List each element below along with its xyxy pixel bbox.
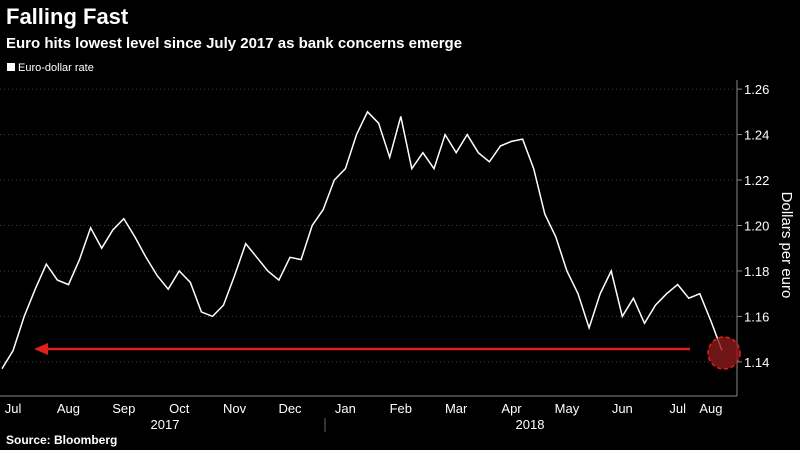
x-tick-label: Mar	[445, 401, 468, 416]
y-tick-label: 1.14	[744, 355, 769, 370]
arrow-head	[34, 343, 48, 355]
x-tick-label: Jul	[5, 401, 22, 416]
y-tick-label: 1.22	[744, 173, 769, 188]
chart-subtitle: Euro hits lowest level since July 2017 a…	[6, 35, 462, 52]
x-tick-label: Oct	[169, 401, 190, 416]
x-tick-label: Aug	[699, 401, 722, 416]
legend-swatch	[7, 63, 15, 71]
series-line	[1, 110, 723, 370]
y-tick-label: 1.20	[744, 218, 769, 233]
x-tick-label: Jan	[335, 401, 356, 416]
legend-label: Euro-dollar rate	[18, 62, 94, 74]
x-tick-label: Apr	[501, 401, 522, 416]
y-tick-label: 1.26	[744, 82, 769, 97]
x-tick-label: Jul	[669, 401, 686, 416]
plot	[0, 88, 737, 370]
x-tick-label: May	[555, 401, 580, 416]
y-tick-label: 1.24	[744, 128, 769, 143]
chart-title: Falling Fast	[6, 4, 129, 29]
x-tick-label: Aug	[57, 401, 80, 416]
x-tick-label: Sep	[112, 401, 135, 416]
x-tick-label: Jun	[612, 401, 633, 416]
y-tick-label: 1.16	[744, 309, 769, 324]
year-label: 2018	[516, 417, 545, 432]
year-label: 2017	[151, 417, 180, 432]
y-tick-label: 1.18	[744, 264, 769, 279]
y-axis-label: Dollars per euro	[778, 192, 795, 299]
x-tick-label: Nov	[223, 401, 247, 416]
source: Source: Bloomberg	[6, 433, 117, 447]
annotation-circle	[707, 336, 741, 370]
x-tick-label: Dec	[278, 401, 302, 416]
x-tick-label: Feb	[390, 401, 412, 416]
